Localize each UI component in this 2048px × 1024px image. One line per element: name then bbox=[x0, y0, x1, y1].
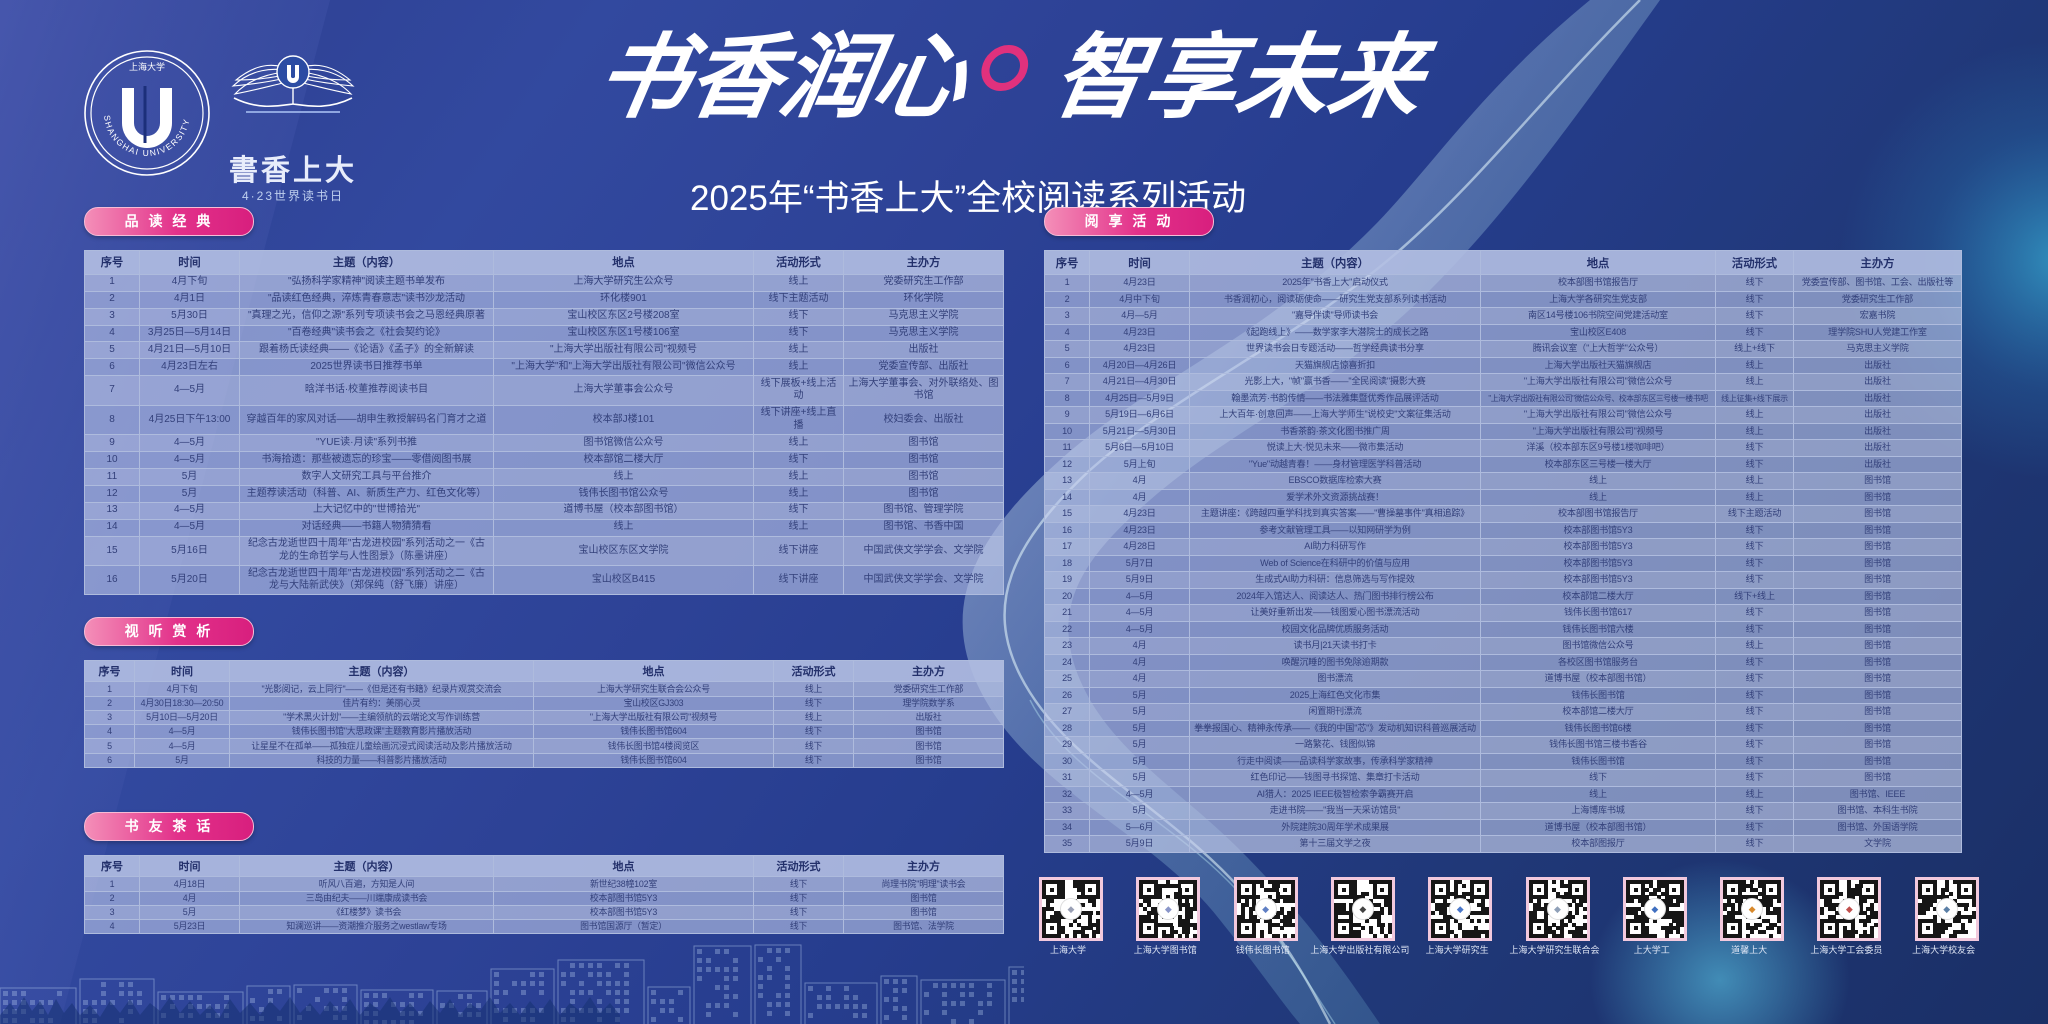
svg-text:上海大学: 上海大学 bbox=[129, 61, 165, 72]
